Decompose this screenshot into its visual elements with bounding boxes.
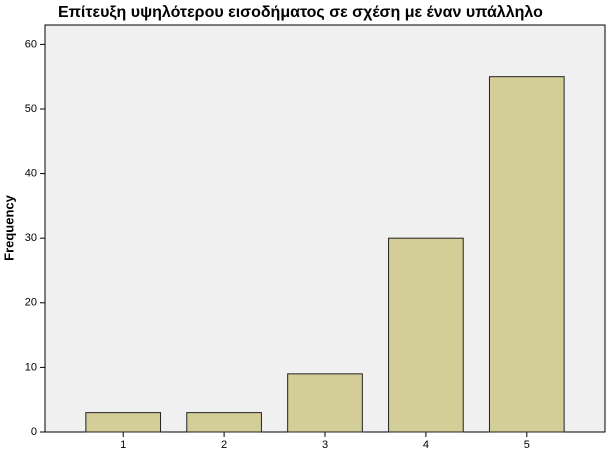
y-tick-label: 60 bbox=[25, 38, 37, 50]
bar bbox=[388, 237, 464, 433]
y-tick-label: 10 bbox=[25, 361, 37, 373]
y-tick-label: 50 bbox=[25, 103, 37, 115]
chart-title: Επίτευξη υψηλότερου εισοδήματος σε σχέση… bbox=[58, 4, 543, 21]
bar bbox=[85, 412, 162, 433]
x-tick-label: 4 bbox=[423, 439, 429, 450]
bar bbox=[287, 373, 363, 433]
x-tick-label: 1 bbox=[120, 439, 126, 450]
x-tick-label: 5 bbox=[524, 439, 530, 450]
y-tick-label: 20 bbox=[25, 297, 37, 309]
x-tick-label: 2 bbox=[221, 439, 227, 450]
y-tick-label: 40 bbox=[25, 167, 37, 179]
bar bbox=[488, 76, 565, 433]
bar bbox=[186, 412, 262, 433]
x-tick-label: 3 bbox=[322, 439, 328, 450]
y-tick-label: 30 bbox=[25, 232, 37, 244]
y-axis-title: Frequency bbox=[1, 194, 16, 261]
y-tick-label: 0 bbox=[31, 426, 37, 438]
